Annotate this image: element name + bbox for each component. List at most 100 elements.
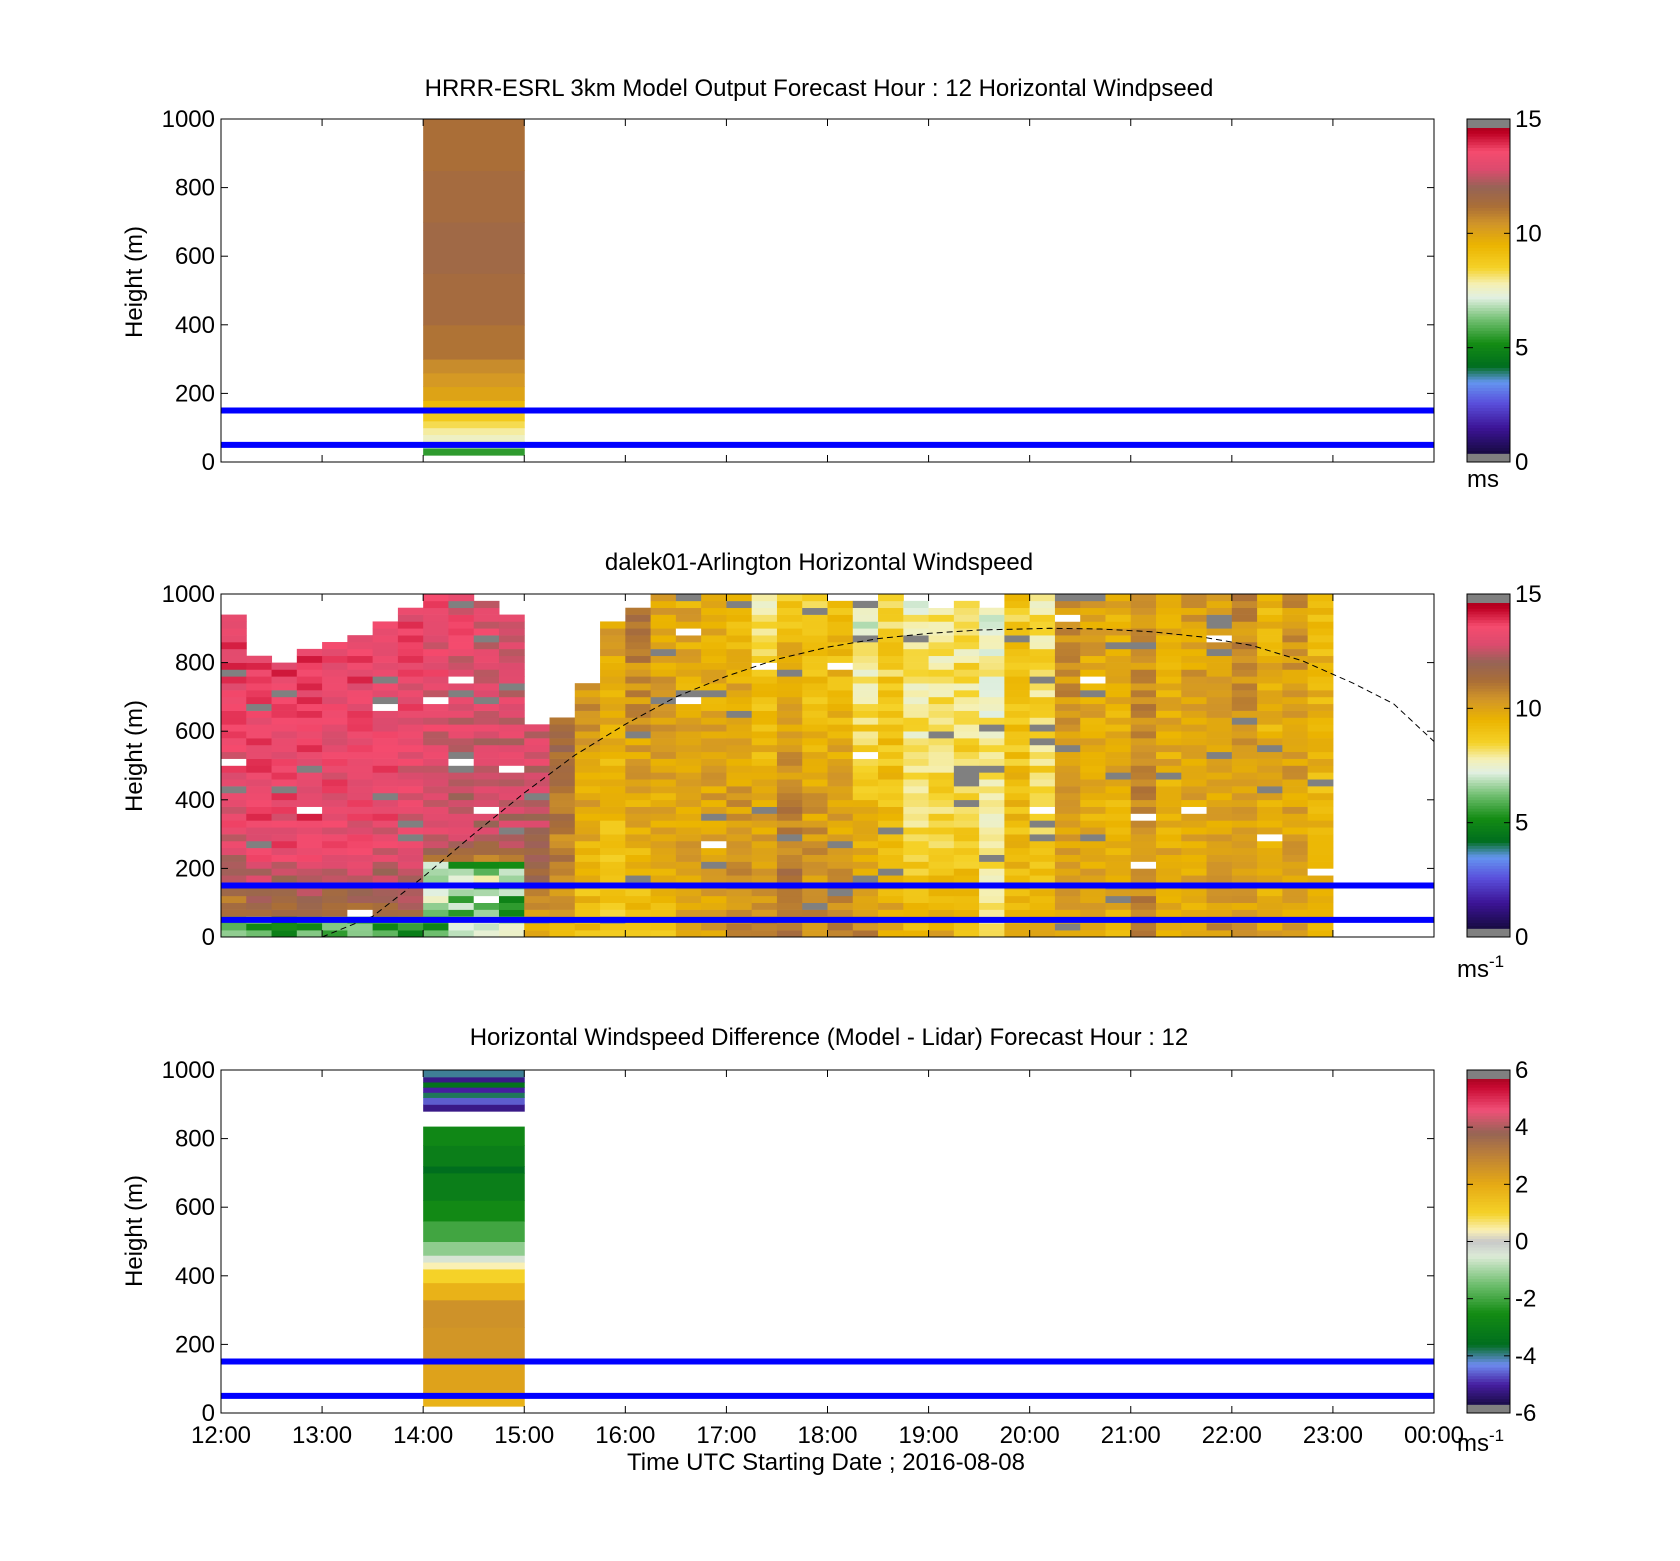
heatmap-cell <box>726 642 753 650</box>
heatmap-cell <box>372 840 399 849</box>
heatmap-cell <box>953 806 980 814</box>
colorbar-step <box>1467 1187 1510 1191</box>
heatmap-cell <box>372 868 399 876</box>
colorbar-step <box>1467 213 1510 217</box>
heatmap-cell <box>498 786 525 794</box>
colorbar-step <box>1467 1295 1510 1300</box>
heatmap-cell <box>221 779 247 787</box>
heatmap-cell <box>498 655 525 663</box>
heatmap-cell <box>1257 792 1283 801</box>
heatmap-cell <box>1004 600 1031 609</box>
heatmap-cell <box>221 628 247 636</box>
heatmap-cell <box>701 628 727 636</box>
colorbar-step <box>1467 1252 1510 1257</box>
heatmap-cell <box>448 834 475 842</box>
colorbar-step <box>1467 1270 1510 1274</box>
heatmap-cell <box>372 683 399 691</box>
heatmap-cell <box>397 710 424 718</box>
heatmap-cell <box>1054 600 1081 609</box>
heatmap-cell <box>1029 710 1056 718</box>
heatmap-cell <box>1029 676 1056 684</box>
heatmap-cell <box>1105 888 1132 897</box>
heatmap-cell <box>878 820 904 828</box>
colorbar-step <box>1467 267 1510 271</box>
heatmap-cell <box>1080 669 1106 677</box>
heatmap-cell <box>1181 683 1208 691</box>
heatmap-cell <box>1231 703 1258 711</box>
heatmap-cell <box>878 902 904 910</box>
heatmap-cell <box>650 799 677 807</box>
heatmap-cell <box>852 703 879 711</box>
heatmap-cell <box>625 751 652 759</box>
heatmap-cell <box>1257 738 1283 746</box>
colorbar-step <box>1467 181 1510 186</box>
heatmap-cell <box>246 923 273 931</box>
heatmap-cell <box>1181 868 1208 876</box>
y-tick-label: 0 <box>202 1400 215 1427</box>
heatmap-cell <box>1105 772 1132 780</box>
heatmap-cell <box>1130 635 1157 643</box>
heatmap-cell <box>423 614 449 622</box>
colorbar-step <box>1467 1215 1510 1220</box>
heatmap-cell <box>852 710 879 718</box>
heatmap-cell <box>776 792 803 801</box>
heatmap-cell <box>751 834 778 842</box>
heatmap-cell <box>1130 792 1157 801</box>
heatmap-cell <box>726 683 753 691</box>
heatmap-cell <box>1231 621 1258 629</box>
heatmap-cell <box>650 902 677 910</box>
heatmap-cell <box>827 930 854 938</box>
heatmap-cell <box>574 731 601 739</box>
heatmap-cell <box>423 400 525 412</box>
heatmap-cell <box>1257 772 1283 780</box>
colorbar-step <box>1467 433 1510 437</box>
heatmap-cell <box>1307 683 1334 691</box>
heatmap-cell <box>1307 895 1334 903</box>
heatmap-cell <box>600 662 626 670</box>
heatmap-cell <box>650 662 677 670</box>
heatmap-cell <box>423 813 449 821</box>
heatmap-cell <box>827 827 854 835</box>
heatmap-cell <box>1257 758 1283 766</box>
heatmap-cell <box>1282 861 1309 869</box>
heatmap-cell <box>802 676 828 684</box>
colorbar-step <box>1467 1098 1510 1102</box>
heatmap-cell <box>1156 854 1182 862</box>
heatmap-cell <box>1257 628 1283 636</box>
heatmap-cell <box>448 868 475 876</box>
heatmap-cell <box>1307 902 1334 910</box>
heatmap-cell <box>1054 930 1081 938</box>
heatmap-cell <box>1105 854 1132 862</box>
heatmap-cell <box>1004 806 1031 814</box>
colorbar-step <box>1467 842 1510 846</box>
heatmap-cell <box>1231 834 1258 842</box>
heatmap-cell <box>1004 888 1031 897</box>
heatmap-cell <box>1105 738 1132 746</box>
heatmap-cell <box>524 820 551 828</box>
colorbar-step <box>1467 1330 1510 1334</box>
heatmap-cell <box>625 703 652 711</box>
heatmap-cell <box>852 676 879 684</box>
colorbar-step <box>1467 682 1510 686</box>
heatmap-cell <box>600 690 626 698</box>
heatmap-cell <box>1029 607 1056 615</box>
heatmap-cell <box>1105 923 1132 931</box>
heatmap-cell <box>1181 696 1208 705</box>
colorbar-step <box>1467 1324 1510 1328</box>
heatmap-cell <box>802 895 828 903</box>
colorbar-step <box>1467 261 1510 266</box>
heatmap-cell <box>600 717 626 725</box>
heatmap-cell <box>1231 902 1258 910</box>
heatmap-cell <box>650 607 677 615</box>
heatmap-cell <box>448 642 475 650</box>
heatmap-cell <box>1004 772 1031 780</box>
heatmap-cell <box>498 779 525 787</box>
heatmap-cell <box>1054 895 1081 903</box>
heatmap-cell <box>1029 717 1056 725</box>
heatmap-cell <box>650 806 677 814</box>
heatmap-cell <box>1105 724 1132 732</box>
heatmap-cell <box>473 909 500 917</box>
colorbar-step <box>1467 1378 1510 1382</box>
heatmap-cell <box>1029 792 1056 801</box>
heatmap-cell <box>347 738 374 746</box>
